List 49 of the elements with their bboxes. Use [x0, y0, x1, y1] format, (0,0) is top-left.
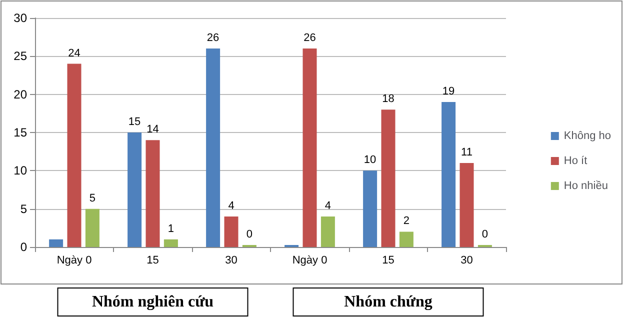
x-tick-label: Ngày 0	[56, 254, 92, 266]
legend-label: Ho nhiều	[564, 180, 608, 192]
legend-label: Không ho	[564, 130, 612, 142]
data-label: 1	[168, 222, 174, 235]
x-tick-label: 30	[460, 254, 473, 266]
bar	[302, 48, 317, 247]
y-tick-label: 20	[14, 87, 28, 102]
bar	[128, 132, 142, 247]
bar	[224, 216, 238, 247]
data-label: 14	[146, 124, 159, 136]
x-tick-label: 30	[225, 254, 238, 266]
bar	[206, 48, 220, 247]
data-label: 0	[482, 228, 488, 240]
data-label: 11	[461, 146, 472, 159]
legend-label: Ho ít	[564, 155, 588, 167]
bar	[399, 232, 414, 247]
data-label: 4	[228, 200, 234, 212]
bar	[49, 239, 64, 247]
text: Nhóm chứng	[344, 294, 432, 310]
data-label: 15	[128, 116, 141, 128]
y-tick-label: 5	[20, 202, 28, 216]
data-label: 24	[68, 47, 80, 60]
bar	[164, 239, 178, 247]
data-label: 5	[89, 192, 96, 204]
bar	[320, 216, 335, 247]
data-label: 2	[403, 215, 410, 228]
y-tick-label: 0	[20, 240, 28, 254]
bar	[442, 102, 456, 247]
data-label: 18	[382, 93, 394, 106]
y-tick-label: 10	[14, 164, 28, 178]
y-tick-label: 25	[14, 49, 28, 64]
data-label: 26	[304, 32, 316, 44]
x-tick-label: 15	[146, 254, 159, 266]
bar	[381, 110, 396, 247]
data-label: 0	[246, 228, 253, 240]
text: Nhóm nghiên cứu	[92, 294, 214, 310]
y-tick-label: 30	[14, 11, 28, 25]
data-label: 10	[364, 154, 376, 166]
x-tick-label: 15	[382, 254, 394, 266]
bar	[67, 64, 82, 247]
data-label: 4	[324, 200, 332, 212]
bar	[363, 170, 378, 247]
x-tick-label: Ngày 0	[292, 254, 328, 266]
data-label: 26	[206, 32, 220, 44]
data-label: 19	[442, 85, 455, 98]
bar	[460, 163, 474, 247]
bar	[85, 208, 100, 247]
y-tick-label: 15	[14, 126, 28, 140]
bar	[146, 140, 160, 247]
